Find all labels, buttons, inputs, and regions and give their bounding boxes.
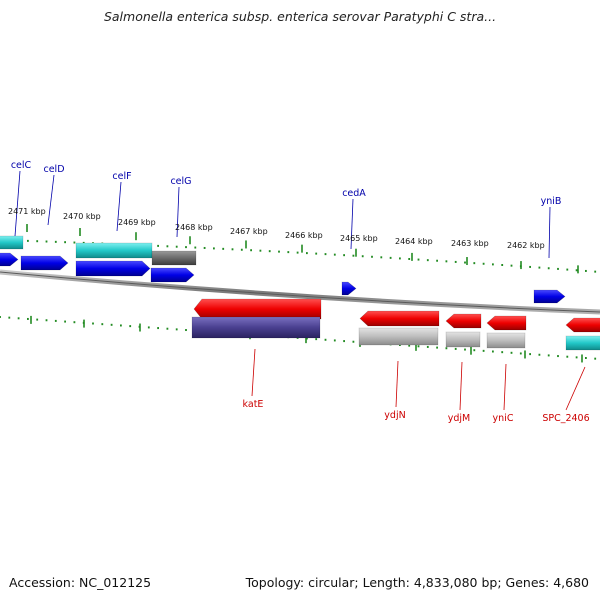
gene-arrow-forward <box>75 260 151 277</box>
gene-label-forward: celF <box>112 171 131 182</box>
cds-box-purple <box>191 316 321 339</box>
backbone-core <box>0 271 600 313</box>
callout-line <box>548 206 551 259</box>
gene-label-reverse: SPC_2406 <box>542 413 589 424</box>
cds-box-gray <box>151 250 197 266</box>
gene-label-forward: celC <box>11 160 32 171</box>
callout-line <box>251 348 256 397</box>
callout-line <box>14 170 21 237</box>
tick-label: 2468 kbp <box>175 223 213 232</box>
gene-arrow-reverse <box>565 317 600 333</box>
gene-arrow-reverse <box>486 315 527 331</box>
tick-label: 2464 kbp <box>395 237 433 246</box>
gene-label-forward: yniB <box>541 196 562 207</box>
gene-label-reverse: ydjM <box>448 413 471 424</box>
gene-label-forward: celD <box>43 164 64 175</box>
accession-text: Accession: NC_012125 <box>9 575 152 590</box>
cds-box-cyan <box>565 335 600 351</box>
tick-label: 2467 kbp <box>230 227 268 236</box>
tick-label: 2465 kbp <box>340 234 378 243</box>
callout-layer: celC celD celF celG cedA yniB katE ydjN ydjM yniC… <box>11 160 590 424</box>
callout-line <box>565 366 586 411</box>
gene-arrow-reverse <box>359 310 440 327</box>
callout-line <box>116 181 122 232</box>
feature-layer <box>0 235 600 351</box>
map-title: Salmonella enterica subsp. enterica sero… <box>103 9 497 24</box>
gene-arrow-reverse <box>193 298 322 320</box>
tick-label: 2469 kbp <box>118 218 156 227</box>
genome-summary-text: Topology: circular; Length: 4,833,080 bp… <box>245 575 589 590</box>
tick-label: 2470 kbp <box>63 212 101 221</box>
cds-box-light <box>358 327 439 346</box>
gene-label-reverse: yniC <box>493 413 514 424</box>
tick-label: 2462 kbp <box>507 241 545 250</box>
gene-arrow-forward <box>0 252 19 267</box>
gene-label-reverse: katE <box>243 399 264 410</box>
callout-line <box>350 198 354 250</box>
callout-line <box>503 363 507 411</box>
backbone-ring <box>0 269 600 315</box>
tick-label-layer: 2471 kbp 2470 kbp 2469 kbp 2468 kbp 2467 kbp… <box>8 207 545 250</box>
gene-arrow-forward <box>533 289 566 304</box>
gene-arrow-forward <box>341 281 357 296</box>
cds-box-cyan <box>0 235 24 250</box>
callout-line <box>47 174 55 226</box>
callout-line <box>459 361 463 411</box>
callout-line <box>176 186 180 238</box>
gene-label-reverse: ydjN <box>384 410 405 421</box>
gene-arrow-forward <box>20 255 69 271</box>
gene-arrow-reverse <box>445 313 482 329</box>
cds-box-light <box>486 332 526 349</box>
callout-line <box>395 360 399 408</box>
cds-box-light <box>445 331 481 348</box>
tick-label: 2463 kbp <box>451 239 489 248</box>
tick-label: 2466 kbp <box>285 231 323 240</box>
tick-label: 2471 kbp <box>8 207 46 216</box>
cds-box-cyan <box>75 242 153 259</box>
gene-arrow-forward <box>150 267 195 283</box>
gene-label-forward: cedA <box>342 188 366 199</box>
gene-label-forward: celG <box>170 176 191 187</box>
